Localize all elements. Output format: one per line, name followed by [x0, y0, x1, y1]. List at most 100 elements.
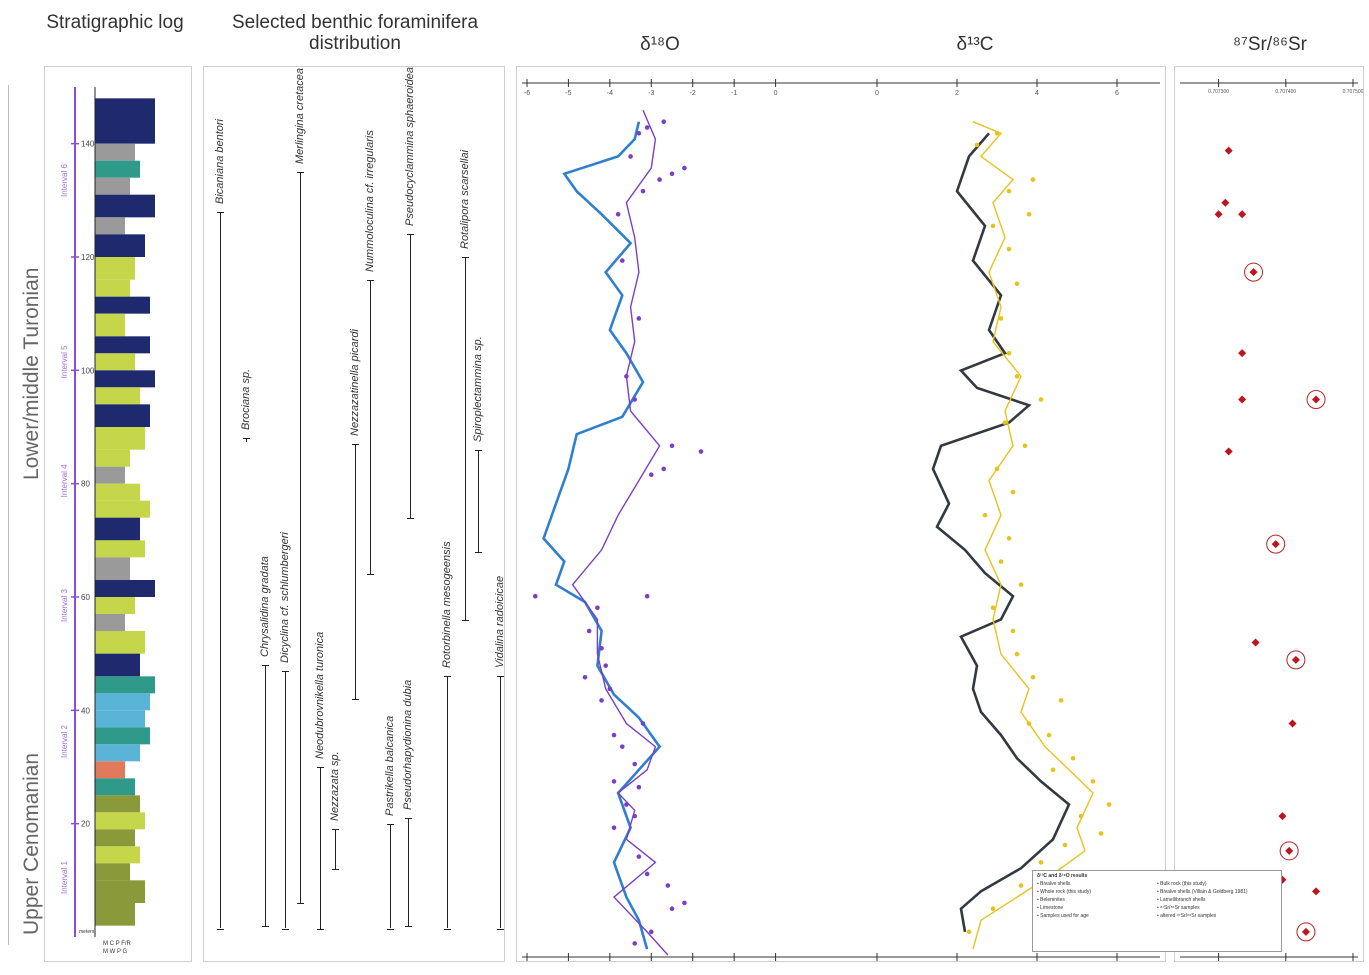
- log-lithology-bed: [95, 143, 135, 161]
- taxon-range-cap: [405, 818, 412, 819]
- iso-data-point: [1106, 802, 1112, 807]
- stage-lower: Upper Cenomanian: [20, 752, 43, 935]
- sr-data-point: [1249, 268, 1258, 277]
- log-lithology-bed: [95, 631, 145, 654]
- iso-data-point: [994, 130, 1000, 136]
- log-lithology-bed: [95, 257, 135, 280]
- iso-data-point: [582, 674, 588, 680]
- iso-data-point: [603, 663, 609, 668]
- sr-data-point: [1224, 146, 1233, 155]
- iso-data-point: [998, 559, 1004, 564]
- iso-data-point: [1010, 628, 1016, 634]
- sr-data-point: [1291, 655, 1300, 664]
- sr-tick-label: 0.707300: [1208, 89, 1229, 95]
- iso-data-point: [998, 316, 1004, 321]
- iso-data-point: [1010, 489, 1016, 495]
- iso-data-point: [1030, 177, 1036, 182]
- taxon-range-cap: [475, 551, 482, 553]
- sr-altered-ring: [1244, 262, 1264, 282]
- iso-data-point: [648, 929, 654, 935]
- isotope-legend: δ¹³C and δ¹⁸O results • Bivalve shells • …: [1032, 870, 1282, 952]
- header-strat-log: Stratigraphic log: [46, 12, 184, 33]
- taxon-range-cap: [405, 925, 412, 927]
- taxon-range-cap: [332, 869, 339, 870]
- taxon-range-line: [410, 234, 411, 518]
- iso-tick-label: -1: [731, 90, 737, 97]
- iso-data-point: [611, 732, 617, 738]
- taxon-range-line: [300, 172, 301, 903]
- log-lithology-bed: [95, 194, 155, 218]
- log-interval-label: Interval 1: [60, 861, 69, 894]
- legend-item: • Belemnites: [1037, 897, 1065, 903]
- iso-tick-label: -4: [607, 90, 613, 97]
- sr-data-point: [1224, 447, 1233, 456]
- legend-item: • ⁸⁷Sr/⁸⁶Sr samples: [1157, 905, 1200, 911]
- taxon-range-cap: [317, 928, 324, 930]
- benthic-panel: Bicaniana bentori Chrysalidina gradata Dic…: [203, 66, 506, 962]
- iso-data-point: [657, 177, 662, 182]
- log-depth-label: 100: [81, 366, 95, 375]
- iso-data-point: [1002, 420, 1008, 425]
- iso-data-point: [636, 784, 642, 790]
- iso-data-point: [1006, 246, 1012, 252]
- iso-data-point: [1098, 831, 1104, 836]
- header-benthic: Selected benthic foraminifera distributi…: [231, 12, 479, 54]
- header-d13c: δ¹³C: [956, 34, 994, 55]
- taxon-range-line: [246, 438, 247, 443]
- log-lithology-bed: [95, 795, 140, 813]
- log-lithology-bed: [95, 846, 140, 864]
- iso-data-point: [990, 906, 996, 912]
- iso-data-point: [1030, 674, 1036, 680]
- taxon-range-cap: [262, 925, 269, 927]
- iso-data-point: [682, 900, 687, 906]
- legend-items: • Bivalve shells • Bulk rock (this study)…: [1033, 881, 1281, 919]
- sr-data-point: [1278, 812, 1287, 821]
- log-lithology-bed: [95, 404, 150, 427]
- taxon-range-cap: [444, 928, 451, 930]
- taxon-range-cap: [317, 767, 324, 768]
- log-interval-label: Interval 5: [60, 345, 69, 378]
- taxon-name: Nezzazatinella picardi: [349, 329, 361, 436]
- iso-data-point: [669, 171, 675, 177]
- iso-data-point: [1006, 188, 1012, 194]
- sr-altered-ring: [1306, 389, 1326, 409]
- log-lithology-bed: [95, 449, 130, 467]
- iso-data-point: [1046, 732, 1052, 738]
- iso-series-line: [571, 109, 669, 956]
- taxon-range-line: [370, 279, 371, 575]
- iso-data-point: [1038, 397, 1044, 402]
- log-base-label: meters: [79, 929, 95, 935]
- iso-data-point: [624, 802, 629, 807]
- taxon-name: Chrysalidina gradata: [259, 556, 271, 657]
- iso-data-point: [1026, 212, 1032, 217]
- taxon-name: Vidalina radoicicae: [494, 576, 506, 669]
- log-lithology-bed: [95, 500, 150, 518]
- taxon-range-line: [390, 823, 391, 929]
- iso-data-point: [682, 165, 687, 171]
- log-depth-label: 140: [81, 140, 95, 149]
- iso-data-point: [636, 854, 642, 859]
- sr-data-point: [1278, 875, 1287, 884]
- taxon-range-line: [220, 211, 221, 929]
- sr-data-point: [1301, 927, 1310, 936]
- taxon-range-cap: [407, 234, 414, 236]
- taxon-range-line: [265, 665, 266, 926]
- sr-data-point: [1251, 638, 1260, 647]
- taxon-range-cap: [332, 829, 339, 831]
- iso-data-point: [1022, 443, 1028, 449]
- taxon-range-cap: [352, 699, 359, 700]
- sr-data-point: [1312, 887, 1321, 896]
- iso-data-point: [1078, 813, 1084, 819]
- log-lithology-bed: [95, 217, 125, 235]
- iso-data-point: [586, 628, 592, 634]
- iso-data-point: [1018, 582, 1024, 587]
- log-lithology-bed: [95, 540, 145, 558]
- iso-data-point: [644, 125, 650, 130]
- taxon-range-line: [447, 676, 448, 929]
- iso-data-point: [640, 721, 646, 726]
- sr-data-point: [1221, 198, 1230, 207]
- iso-series-line: [542, 121, 662, 950]
- log-lithology-bed: [95, 279, 130, 297]
- taxon-name: Brociana sp.: [240, 369, 252, 431]
- iso-tick-label: 4: [1035, 90, 1039, 97]
